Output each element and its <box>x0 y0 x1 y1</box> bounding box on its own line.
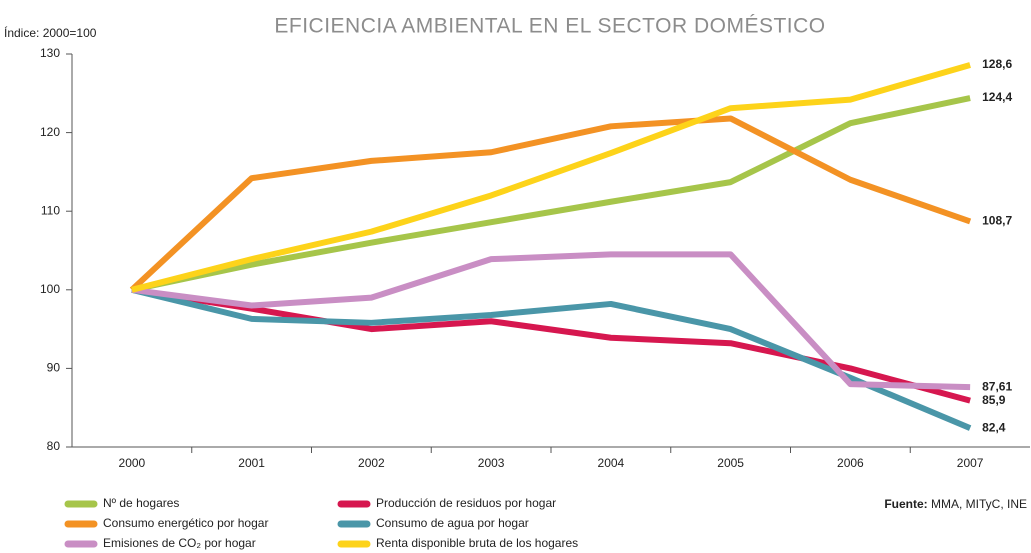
y-tick-label: 80 <box>47 439 61 453</box>
value-label: 108,7 <box>982 214 1012 228</box>
x-tick-label: 2004 <box>598 456 625 470</box>
series-line <box>131 251 971 391</box>
source-label: Fuente: <box>884 497 927 511</box>
x-tick-label: 2007 <box>957 456 984 470</box>
y-tick-label: 90 <box>47 361 61 375</box>
source-text: MMA, MITyC, INE <box>931 497 1027 511</box>
legend-label: Nº de hogares <box>103 496 179 510</box>
series-line <box>131 286 972 431</box>
x-tick-label: 2006 <box>837 456 864 470</box>
value-label: 87,61 <box>982 379 1012 393</box>
value-label: 82,4 <box>982 420 1006 434</box>
legend-label: Consumo de agua por hogar <box>376 516 529 530</box>
y-tick-label: 120 <box>40 125 60 139</box>
y-tick-label: 100 <box>40 282 60 296</box>
y-tick-label: 130 <box>40 46 60 60</box>
x-tick-label: 2003 <box>478 456 505 470</box>
y-tick-label: 110 <box>41 203 60 217</box>
series-line <box>129 115 972 292</box>
legend-label: Producción de residuos por hogar <box>376 496 556 510</box>
x-tick-label: 2000 <box>119 456 146 470</box>
legend-label: Emisiones de CO₂ por hogar <box>103 536 256 550</box>
value-label: 124,4 <box>982 90 1012 104</box>
series-line <box>131 62 971 293</box>
x-tick-label: 2002 <box>358 456 385 470</box>
source: Fuente: MMA, MITyC, INE <box>884 497 1027 511</box>
value-label: 85,9 <box>982 393 1006 407</box>
x-tick-label: 2005 <box>717 456 744 470</box>
legend-label: Consumo energético por hogar <box>103 516 268 530</box>
x-tick-label: 2001 <box>238 456 265 470</box>
series-line <box>131 95 971 293</box>
y-axis-label: Índice: 2000=100 <box>4 25 97 40</box>
chart-title: EFICIENCIA AMBIENTAL EN EL SECTOR DOMÉST… <box>274 15 825 38</box>
legend-label: Renta disponible bruta de los hogares <box>376 536 578 550</box>
value-label: 128,6 <box>982 57 1012 71</box>
